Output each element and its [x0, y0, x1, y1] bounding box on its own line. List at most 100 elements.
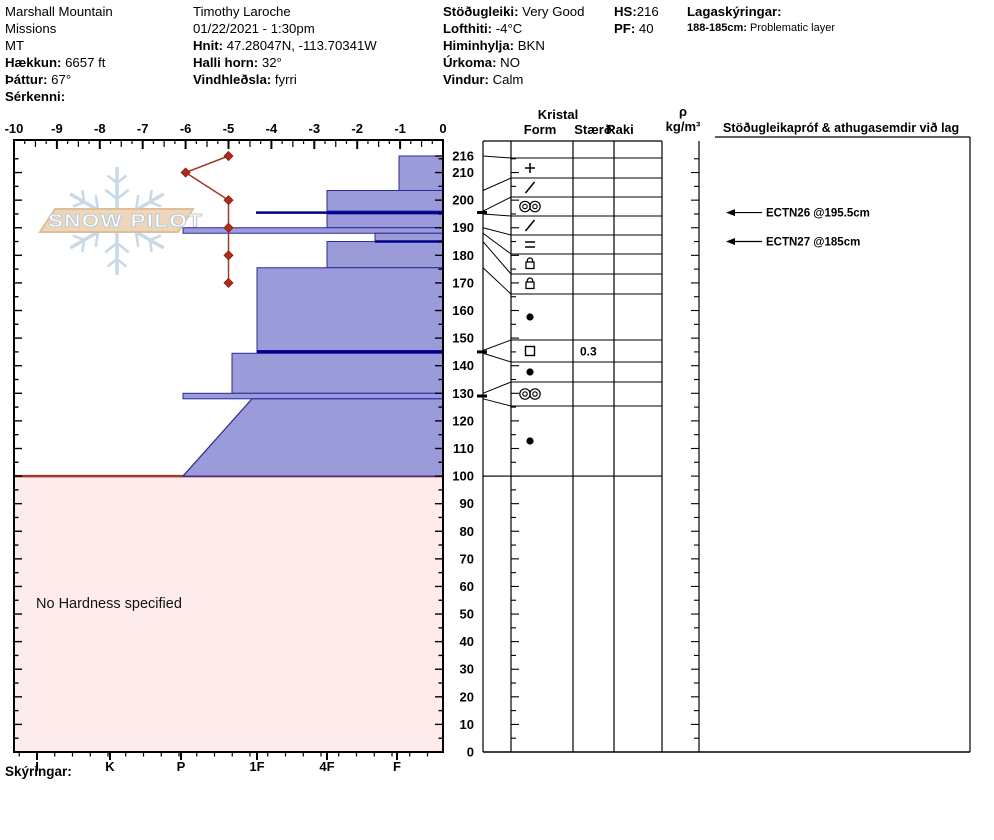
depth-label: 50 — [460, 607, 474, 622]
sky-line: Himinhylja: BKN — [443, 37, 584, 54]
row-connector — [482, 352, 512, 363]
thin-layer-mark — [477, 394, 487, 398]
test-arrow-head — [726, 238, 735, 246]
hardness-tick-label: 4F — [319, 759, 334, 774]
grain-double-circle — [522, 203, 528, 210]
stability-line: Stöðugleiki: Very Good — [443, 3, 584, 20]
snowflake-branch — [81, 189, 86, 203]
depth-label: 0 — [467, 745, 474, 760]
depth-label: 190 — [452, 220, 474, 235]
layer-bar — [231, 352, 444, 394]
row-connector — [482, 398, 512, 407]
legend-label: Skýringar: — [5, 764, 72, 779]
snowflake-branch — [148, 189, 153, 203]
temp-tick-label: -1 — [394, 121, 406, 136]
layer-note-line: 188-185cm: Problematic layer — [687, 20, 835, 37]
stability-notes-header: Stöðugleikapróf & athugasemdir við lag — [723, 121, 960, 135]
precip-label: Úrkoma: — [443, 55, 497, 70]
snowflake-branch — [104, 241, 118, 254]
density-unit-header: kg/m³ — [665, 119, 701, 134]
row-connector — [482, 381, 512, 394]
sky-label: Himinhylja: — [443, 38, 515, 53]
features-line: Sérkenni: — [5, 88, 113, 105]
temperature-point — [223, 277, 234, 288]
layer-bar — [256, 267, 444, 352]
temp-tick-label: -8 — [94, 121, 106, 136]
layer-bar — [326, 241, 444, 269]
grain-size-value: 0.3 — [580, 345, 597, 359]
hs-label: HS: — [614, 4, 637, 19]
stability-label: Stöðugleiki: — [443, 4, 519, 19]
row-connector — [482, 339, 512, 351]
layer-bar-gradient — [181, 398, 444, 477]
thin-layer-mark — [477, 211, 487, 214]
grain-slash — [524, 219, 536, 232]
layer-notes-title: Lagaskýringar: — [687, 3, 835, 20]
temperature-point — [180, 167, 191, 178]
features-label: Sérkenni: — [5, 89, 66, 104]
wet-column-header: Raki — [606, 122, 634, 137]
chart-axes: -10 -9 -8 -7 -6 -5 -4 -3 -2 -1 0I K P 1F 4F F2162102001… — [5, 121, 474, 774]
airtemp-line: Lofthiti: -4°C — [443, 20, 584, 37]
depth-label: 90 — [460, 496, 474, 511]
grain-square — [524, 345, 536, 357]
grain-slash — [524, 181, 536, 194]
row-connector — [482, 241, 512, 275]
depth-label: 60 — [460, 579, 474, 594]
aspect-line: Þáttur: 67° — [5, 71, 113, 88]
temp-tick-label: 0 — [439, 121, 446, 136]
grain-double-circle — [529, 200, 541, 213]
depth-label: 216 — [452, 148, 474, 163]
temp-tick-label: -7 — [137, 121, 149, 136]
snowflake-branch — [72, 234, 85, 242]
windload-label: Vindhleðsla: — [193, 72, 272, 87]
depth-label: 140 — [452, 358, 474, 373]
test-and-boundary-lines — [256, 211, 443, 354]
temperature-point — [223, 195, 234, 206]
wind-line: Vindur: Calm — [443, 71, 584, 88]
layer-bar — [182, 392, 444, 400]
hardness-tick-label: P — [177, 759, 186, 774]
test-label: ECTN27 @185cm — [766, 237, 860, 249]
thin-layer-mark — [477, 350, 487, 354]
temp-tick-label: -5 — [223, 121, 235, 136]
elevation-label: Hækkun: — [5, 55, 62, 70]
snowflake-branch — [81, 239, 86, 253]
snowflake-branch — [116, 188, 130, 201]
grain-double-circle — [532, 391, 538, 397]
aspect-label: Þáttur: — [5, 72, 48, 87]
precip-value: NO — [500, 55, 520, 70]
slope-value: 32° — [261, 55, 282, 70]
coords-line: Hnit: 47.28047N, -113.70341W — [193, 37, 377, 54]
kristal-header: Kristal — [537, 107, 579, 122]
layer-notes-label: Lagaskýringar: — [687, 4, 782, 19]
snowflake-branch — [116, 257, 128, 268]
hardness-tick-label: I — [35, 759, 39, 774]
temperature-point — [223, 250, 234, 261]
depth-label: 20 — [460, 689, 474, 704]
form-column-header: Form — [523, 122, 557, 137]
wind-label: Vindur: — [443, 72, 489, 87]
logo-parallelogram — [38, 208, 195, 233]
grain-dot — [526, 313, 534, 321]
grain-dot — [526, 437, 534, 445]
row-connector — [482, 267, 512, 295]
site-name-line3: MT — [5, 38, 25, 53]
temp-tick-label: -9 — [51, 121, 63, 136]
no-hardness-zone — [14, 476, 443, 752]
depth-label: 180 — [452, 248, 474, 263]
grain-lock — [525, 261, 535, 270]
depth-label: 80 — [460, 524, 474, 539]
grain-lock — [526, 257, 534, 262]
slope-label: Halli horn: — [193, 55, 259, 70]
layer-note-range: 188-185cm: — [687, 22, 747, 34]
grain-lock — [526, 277, 534, 282]
snowflake-branch — [106, 257, 118, 268]
row-connector — [482, 227, 512, 236]
windload-value: fyrri — [274, 72, 297, 87]
row-connector — [482, 232, 512, 255]
snowflake-branch — [149, 234, 162, 242]
snowflake-branch — [104, 188, 118, 201]
stability-value: Very Good — [522, 4, 585, 19]
